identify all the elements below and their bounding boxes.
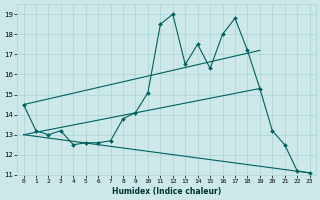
X-axis label: Humidex (Indice chaleur): Humidex (Indice chaleur) (112, 187, 221, 196)
